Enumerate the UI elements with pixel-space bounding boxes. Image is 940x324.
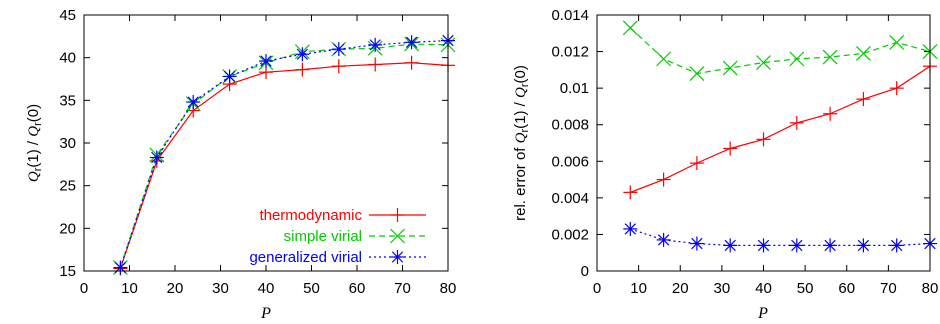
left-point-generalized-virial xyxy=(222,69,237,84)
right-line-thermodynamic xyxy=(630,65,931,193)
left-point-generalized-virial xyxy=(331,42,346,57)
left-point-generalized-virial xyxy=(113,260,128,275)
right-x-tick-label: 30 xyxy=(714,280,731,297)
right-point-simple-virial xyxy=(789,51,805,67)
right-x-tick-label: 10 xyxy=(630,280,647,297)
right-chart: 0 10 20 30 40 50 60 70 80 0 0.002 0.004 0.006 0.008 0.… xyxy=(512,7,938,322)
right-point-simple-virial xyxy=(689,66,705,81)
right-point-simple-virial xyxy=(855,45,871,61)
left-point-generalized-virial xyxy=(259,54,273,69)
left-legend: thermodynamic simple virial generalized vi… xyxy=(249,207,426,266)
left-point-thermodynamic xyxy=(295,62,310,77)
legend-item-thermodynamic: thermodynamic xyxy=(259,207,426,224)
right-point-thermodynamic xyxy=(889,81,904,96)
right-point-generalized-virial xyxy=(623,221,638,236)
right-x-tick-label: 80 xyxy=(922,280,939,297)
left-x-tick-label: 70 xyxy=(394,280,411,297)
right-y-tick-label: 0.008 xyxy=(551,117,589,134)
left-chart: 0 10 20 30 40 50 60 70 80 15 20 25 30 35 40 45 P Qr(1) … xyxy=(25,7,456,322)
legend-item-generalized-virial: generalized virial xyxy=(249,249,426,266)
left-y-axis-label: Qr(1) / Qr(0) xyxy=(25,104,44,182)
left-point-thermodynamic xyxy=(404,55,419,70)
right-y-tick-label: 0.004 xyxy=(551,190,589,207)
right-point-thermodynamic xyxy=(723,141,738,156)
right-point-generalized-virial xyxy=(856,238,871,253)
right-line-generalized-virial xyxy=(630,228,931,246)
left-y-tick-label: 40 xyxy=(59,50,76,67)
left-point-generalized-virial xyxy=(295,47,310,62)
left-point-thermodynamic xyxy=(331,59,346,74)
right-y-tick-label: 0.012 xyxy=(551,44,589,61)
right-x-tick-label: 20 xyxy=(672,280,689,297)
left-y-tick-label: 35 xyxy=(59,92,76,109)
right-point-thermodynamic xyxy=(789,115,804,130)
right-y-axis-label: rel. error of Qr(1) / Qr(0) xyxy=(512,65,531,221)
left-x-tick-label: 0 xyxy=(80,280,88,297)
right-point-simple-virial xyxy=(656,51,672,67)
legend-marker-generalized-virial xyxy=(390,250,405,264)
left-line-simple-virial xyxy=(119,43,449,268)
right-series-generalized-virial xyxy=(623,221,937,253)
right-point-thermodynamic xyxy=(689,156,704,171)
right-x-tick-label: 40 xyxy=(755,280,772,297)
right-x-tick-label: 0 xyxy=(593,280,601,297)
right-y-tick-label: 0.014 xyxy=(551,7,589,24)
right-point-thermodynamic xyxy=(823,106,838,121)
right-series-simple-virial xyxy=(622,20,938,81)
left-x-tick-label: 30 xyxy=(212,280,229,297)
right-point-simple-virial xyxy=(822,49,838,65)
right-point-generalized-virial xyxy=(723,238,738,253)
left-x-tick-label: 50 xyxy=(303,280,320,297)
left-point-generalized-virial xyxy=(186,95,201,110)
right-point-generalized-virial xyxy=(756,238,771,253)
left-y-tick-label: 20 xyxy=(59,220,76,237)
left-line-thermodynamic xyxy=(119,62,449,269)
right-y-tick-label: 0.002 xyxy=(551,226,589,243)
left-x-tick-label: 80 xyxy=(440,280,457,297)
right-point-simple-virial xyxy=(622,20,638,36)
left-x-axis-label: P xyxy=(260,305,271,322)
legend-label-simple-virial: simple virial xyxy=(284,228,362,245)
right-point-generalized-virial xyxy=(789,238,804,253)
right-point-thermodynamic xyxy=(623,185,638,200)
right-point-simple-virial xyxy=(889,35,905,50)
right-y-tick-label: 0.01 xyxy=(560,80,589,97)
right-point-generalized-virial xyxy=(823,238,838,253)
right-point-generalized-virial xyxy=(656,232,671,247)
right-point-simple-virial xyxy=(722,60,738,76)
left-point-thermodynamic xyxy=(368,57,383,72)
right-y-tick-label: 0.006 xyxy=(551,153,589,170)
right-point-thermodynamic xyxy=(756,132,771,147)
left-x-tick-label: 10 xyxy=(121,280,138,297)
legend-item-simple-virial: simple virial xyxy=(284,228,426,245)
right-point-generalized-virial xyxy=(689,236,704,251)
left-point-generalized-virial xyxy=(404,35,419,50)
left-x-tick-label: 60 xyxy=(349,280,366,297)
legend-label-generalized-virial: generalized virial xyxy=(249,249,362,266)
right-x-tick-label: 70 xyxy=(880,280,897,297)
right-point-simple-virial xyxy=(756,55,771,70)
left-point-generalized-virial xyxy=(368,37,383,52)
right-x-tick-label: 60 xyxy=(838,280,855,297)
left-y-tick-label: 25 xyxy=(59,178,76,195)
left-y-tick-label: 45 xyxy=(59,7,76,24)
legend-label-thermodynamic: thermodynamic xyxy=(259,207,362,224)
right-x-axis-label: P xyxy=(757,305,768,322)
left-point-generalized-virial xyxy=(149,150,164,165)
legend-marker-simple-virial xyxy=(390,228,405,244)
right-series-thermodynamic xyxy=(623,59,937,200)
left-x-tick-label: 40 xyxy=(258,280,275,297)
left-y-tick-label: 15 xyxy=(59,263,76,280)
right-x-tick-label: 50 xyxy=(797,280,814,297)
left-y-tick-label: 30 xyxy=(59,135,76,152)
right-point-generalized-virial xyxy=(889,238,904,253)
right-y-tick-label: 0 xyxy=(581,263,589,280)
legend-marker-thermodynamic xyxy=(390,208,405,222)
left-x-tick-label: 20 xyxy=(167,280,184,297)
right-point-thermodynamic xyxy=(656,172,671,187)
right-line-simple-virial xyxy=(629,27,931,75)
right-point-thermodynamic xyxy=(856,92,871,107)
